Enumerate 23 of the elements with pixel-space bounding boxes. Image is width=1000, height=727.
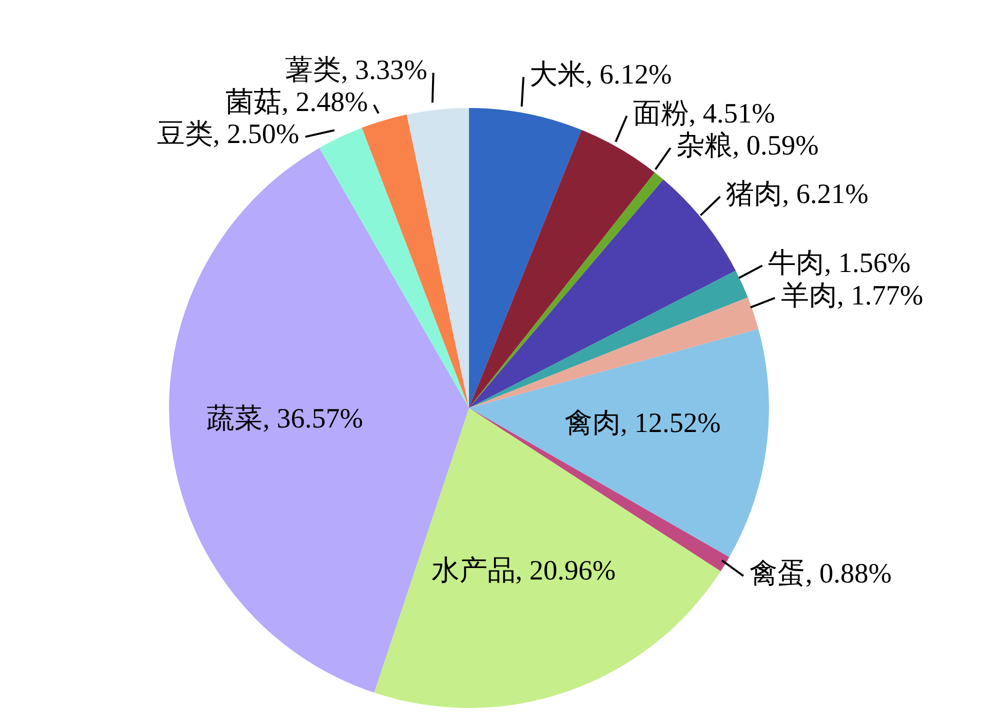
slice-label: 豆类, 2.50% bbox=[156, 119, 300, 150]
pie-slice bbox=[362, 114, 469, 408]
pie-slice bbox=[406, 108, 469, 408]
slice-label: 菌菇, 2.48% bbox=[226, 87, 368, 118]
pie-slice bbox=[469, 130, 655, 408]
slice-label: 猪肉, 6.21% bbox=[726, 179, 868, 210]
pie-slice bbox=[469, 297, 758, 408]
slice-label: 大米, 6.12% bbox=[529, 60, 672, 91]
slice-label: 羊肉, 1.77% bbox=[780, 280, 924, 312]
slice-label: 水产品, 20.96% bbox=[431, 555, 616, 586]
slice-label: 禽蛋, 0.88% bbox=[749, 558, 892, 590]
slice-label: 薯类, 3.33% bbox=[285, 55, 428, 86]
slice-label: 禽肉, 12.52% bbox=[564, 408, 721, 440]
slice-label: 杂粮, 0.59% bbox=[676, 130, 819, 162]
slice-label: 牛肉, 1.56% bbox=[768, 248, 911, 280]
pie-slice bbox=[469, 172, 664, 408]
slice-label: 面粉, 4.51% bbox=[632, 98, 776, 130]
pie-slice bbox=[469, 329, 769, 558]
pie-slice bbox=[374, 408, 721, 708]
pie-slice bbox=[469, 108, 582, 408]
pie-slice bbox=[319, 128, 469, 408]
pie-slice bbox=[469, 270, 748, 408]
slice-label: 蔬菜, 36.57% bbox=[206, 403, 364, 434]
